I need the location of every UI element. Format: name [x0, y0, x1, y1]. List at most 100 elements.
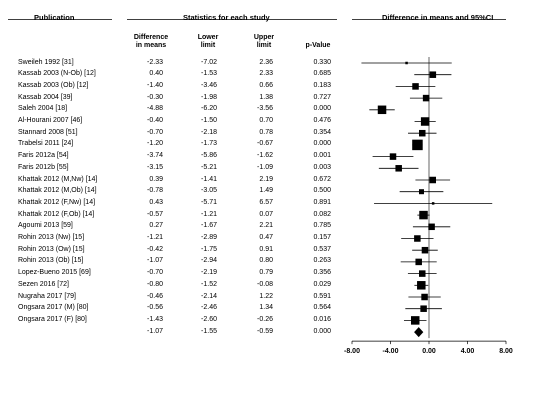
- x-tick-label: 8.00: [499, 348, 513, 355]
- x-tick-label: 0.00: [422, 348, 436, 355]
- lower-value: -2.19: [201, 269, 217, 277]
- diff-value: 0.43: [149, 198, 163, 206]
- study-name: Khattak 2012 (F,Nw) [14]: [18, 198, 96, 206]
- p-value: 0.564: [313, 304, 331, 312]
- study-name: Lopez-Bueno 2015 [69]: [18, 269, 91, 277]
- effect-square: [412, 139, 423, 151]
- p-value: 0.500: [313, 187, 331, 195]
- effect-square: [420, 117, 430, 126]
- effect-square: [377, 105, 387, 115]
- diff-value: 0.39: [149, 175, 163, 183]
- effect-square: [422, 94, 430, 102]
- summary-diff: -1.07: [147, 327, 163, 335]
- col-upper-line2: limit: [256, 42, 272, 49]
- diff-value: -0.42: [147, 245, 163, 253]
- diff-value: -0.30: [147, 93, 163, 101]
- study-name: Rohin 2013 (Ow) [15]: [18, 245, 85, 253]
- p-value: 0.029: [313, 280, 331, 288]
- study-name: Nugraha 2017 [79]: [18, 292, 76, 300]
- upper-value: 2.19: [259, 175, 273, 183]
- p-value: 0.356: [313, 269, 331, 277]
- lower-value: -3.46: [201, 81, 217, 89]
- effect-square: [419, 270, 426, 277]
- lower-value: -5.71: [201, 198, 217, 206]
- lower-value: -2.18: [201, 128, 217, 136]
- diff-value: -4.88: [147, 105, 163, 113]
- upper-value: -1.09: [257, 163, 273, 171]
- lower-value: -1.41: [201, 175, 217, 183]
- col-pvalue: p-Value: [305, 42, 331, 49]
- p-value: 0.476: [313, 117, 331, 124]
- diff-value: -1.07: [147, 257, 163, 265]
- diff-value: 0.40: [149, 70, 163, 78]
- p-value: 0.785: [313, 222, 331, 230]
- diff-value: -0.78: [147, 187, 163, 195]
- effect-square: [395, 165, 402, 172]
- lower-value: -1.73: [201, 140, 217, 148]
- upper-value: 1.22: [259, 292, 273, 300]
- x-tick-label: -4.00: [383, 348, 399, 355]
- effect-square: [419, 210, 428, 220]
- lower-value: -2.94: [201, 257, 217, 265]
- study-name: Saleh 2004 [18]: [18, 105, 68, 113]
- diff-value: -1.43: [147, 315, 163, 323]
- p-value: 0.891: [313, 198, 331, 206]
- col-diff-line2: in means: [135, 42, 167, 49]
- lower-value: -5.21: [201, 163, 217, 171]
- diff-value: -0.80: [147, 280, 163, 288]
- study-name: Agoumi 2013 [59]: [18, 222, 73, 230]
- study-name: Sezen 2016 [72]: [18, 280, 69, 288]
- study-name: Ongsara 2017 (F) [80]: [18, 315, 87, 323]
- effect-square: [420, 305, 427, 312]
- study-name: Khattak 2012 (M,Ob) [14]: [18, 187, 97, 195]
- col-lower-line1: Lower: [197, 34, 219, 41]
- diff-value: -1.40: [147, 81, 163, 89]
- diff-value: -0.40: [147, 117, 163, 124]
- effect-square: [429, 176, 437, 184]
- diff-value: -1.20: [147, 140, 163, 148]
- p-value: 0.016: [313, 315, 331, 323]
- p-value: 0.263: [313, 257, 331, 265]
- study-name: Ongsara 2017 (M) [80]: [18, 304, 89, 312]
- upper-value: 0.66: [259, 81, 273, 89]
- x-tick-label: -8.00: [344, 348, 360, 355]
- summary-diamond: [414, 327, 424, 338]
- upper-value: 0.07: [259, 210, 273, 218]
- diff-value: -1.21: [147, 234, 163, 241]
- upper-value: 1.49: [259, 187, 273, 195]
- study-name: Khattak 2012 (M,Nw) [14]: [18, 175, 98, 183]
- p-value: 0.330: [313, 58, 331, 66]
- upper-value: -1.62: [257, 152, 273, 160]
- p-value: 0.537: [313, 245, 331, 253]
- lower-value: -2.14: [201, 292, 217, 300]
- effect-square: [417, 281, 426, 290]
- study-name: Faris 2012b [55]: [18, 163, 69, 171]
- col-lower: Lower limit: [190, 34, 226, 50]
- diff-value: -3.74: [147, 152, 163, 160]
- summary-lower: -1.55: [201, 327, 217, 335]
- study-name: Kassab 2003 (Ob) [12]: [18, 81, 89, 89]
- study-name: Sweileh 1992 [31]: [18, 58, 74, 66]
- lower-value: -2.46: [201, 304, 217, 312]
- diff-value: -0.57: [147, 210, 163, 218]
- header-publication: Publication: [34, 13, 75, 22]
- lower-value: -1.53: [201, 70, 217, 78]
- upper-value: -0.67: [257, 140, 273, 148]
- col-lower-line2: limit: [200, 42, 216, 49]
- effect-square: [415, 258, 422, 266]
- effect-square: [389, 153, 397, 160]
- upper-value: 1.34: [259, 304, 273, 312]
- col-diff: Difference in means: [128, 34, 174, 50]
- lower-value: -1.75: [201, 245, 217, 253]
- lower-value: -2.89: [201, 234, 217, 241]
- upper-value: -3.56: [257, 105, 273, 113]
- effect-square: [405, 61, 408, 65]
- diff-value: -3.15: [147, 163, 163, 171]
- lower-value: -3.05: [201, 187, 217, 195]
- effect-square: [418, 189, 424, 195]
- lower-value: -1.98: [201, 93, 217, 101]
- effect-square: [419, 129, 426, 137]
- p-value: 0.591: [313, 292, 331, 300]
- effect-square: [414, 235, 421, 242]
- diff-value: -2.33: [147, 58, 163, 66]
